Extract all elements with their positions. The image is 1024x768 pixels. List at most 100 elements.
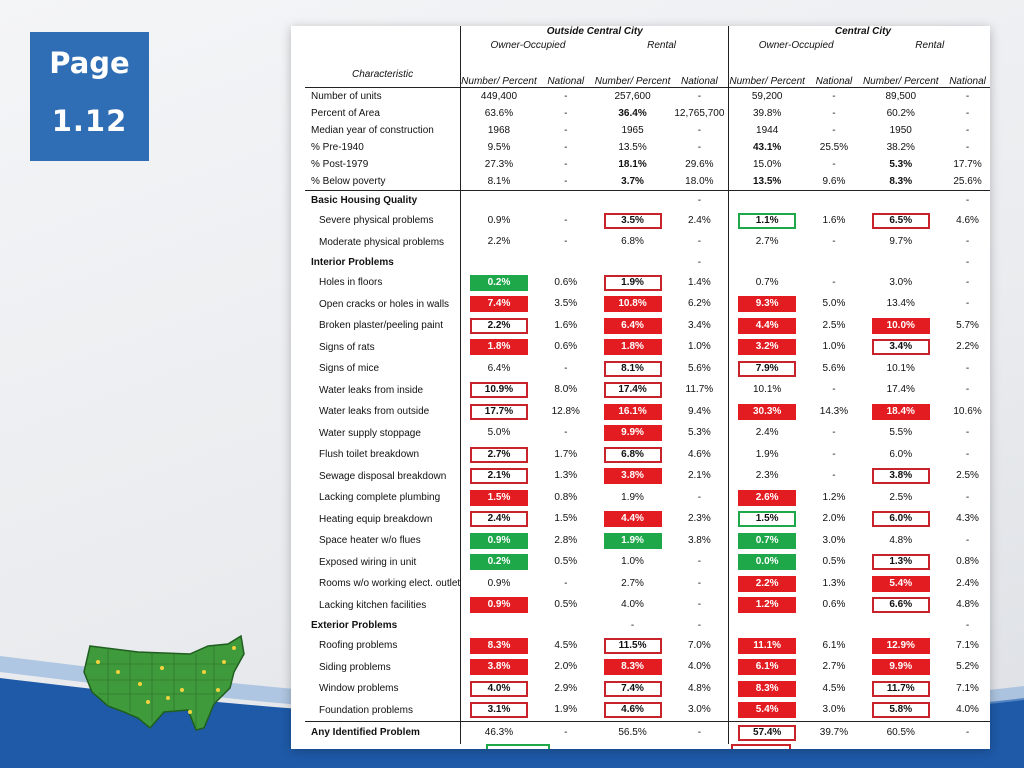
value-cell: 8.0% [537,380,595,402]
value-cell [863,191,939,211]
value-cell: 2.2% [729,573,805,595]
cell-value: 1.9% [621,491,644,503]
value-cell: 60.2% [863,105,939,122]
cell-value: - [965,298,970,310]
value-cell: - [939,191,990,211]
table-row: Sewage disposal breakdown 2.1% 1.3% 3.8% 2.1… [305,465,990,488]
cell-value: 39.8% [752,107,782,119]
cell-value: 10.9% [469,382,528,399]
cell-value: - [564,236,568,248]
cell-value: 4.6% [603,702,662,719]
cell-value [738,616,796,632]
cell-value: 3.0% [822,704,846,716]
cell-value: 13.4% [886,298,915,310]
value-cell: - [805,423,863,445]
cell-value: 7.9% [738,360,797,377]
value-cell: 89,500 [863,88,939,106]
cell-value: 1.4% [687,276,711,288]
cell-value: 1.3% [554,470,578,482]
cell-value: 9.4% [687,405,711,417]
row-label: Foundation problems [305,699,462,722]
cell-value: 6.8% [621,236,644,248]
cell-value: - [697,599,702,611]
value-cell: 2.8% [537,530,595,552]
value-cell: 10.1% [729,380,805,402]
table-row: Severe physical problems 0.9% - 3.5% 2.4% 1.1… [305,210,990,232]
value-cell: 4.4% [595,509,671,531]
cell-value: - [965,362,970,374]
cell-value: - [697,90,702,102]
cell-value: - [965,236,970,248]
value-cell: - [537,232,595,254]
cell-value: 4.8% [889,534,913,546]
cell-value: 1.3% [871,554,930,571]
value-cell: 4.3% [939,509,990,531]
cell-value: 3.2% [738,339,797,356]
cell-value: 56.5% [618,726,647,738]
value-cell: 12.9% [863,635,939,657]
value-cell: 257,600 [595,88,671,106]
value-cell: 9.7% [863,232,939,254]
cell-value: 9.3% [738,296,797,313]
cell-value: 3.8% [603,468,662,485]
cell-value: 5.8% [871,702,930,719]
row-label: Lacking complete plumbing [305,487,462,509]
value-cell: 3.8% [595,466,671,488]
table-row: Siding problems 3.8% 2.0% 8.3% 4.0% 6.1% 2.7% 9… [305,656,990,678]
cell-value: 0.6% [822,599,846,611]
value-cell: 2.3% [729,466,805,488]
value-cell: 0.9% [461,573,537,595]
value-cell: 4.6% [670,444,730,466]
number-percent-header: Number/ Percent [460,53,537,88]
cell-value: 6.0% [871,511,930,528]
value-cell: 4.4% [729,315,805,337]
value-cell: 6.8% [595,444,671,466]
sub-owner-occupied: Owner-Occupied [490,40,566,51]
value-cell: 6.6% [863,595,939,617]
cell-value [537,191,595,207]
value-cell: 4.0% [461,678,537,700]
cell-value: 2.7% [469,446,528,463]
value-cell: 17.4% [863,380,939,402]
value-cell: - [670,594,730,616]
cell-value: - [965,534,970,546]
value-cell: - [537,358,595,380]
value-cell: 14.3% [805,401,863,423]
cell-value: - [965,107,970,119]
value-cell: 4.0% [938,699,990,722]
cell-value: 0.9% [469,532,528,549]
value-cell: 6.0% [863,509,939,531]
value-cell: 43.1% [729,139,805,156]
cell-value: 2.3% [687,513,711,525]
value-cell: - [536,173,595,191]
value-cell: 3.8% [670,530,730,552]
value-cell: 11.1% [729,635,805,657]
cell-value: 10.6% [953,405,982,417]
cell-value: - [697,256,702,268]
cell-value: 57.4% [738,724,797,741]
cell-value [604,191,662,207]
cell-value: 1.2% [738,597,797,614]
cell-value: 9.6% [822,175,846,187]
value-cell: - [805,156,863,173]
cell-value: 1.9% [603,532,662,549]
value-cell: 12.8% [537,401,595,423]
cell-value: 11.7% [871,680,930,697]
cell-value: 1.3% [822,577,846,589]
value-cell: - [939,380,990,402]
value-cell: 1968 [461,122,537,139]
page-number: 1.12 [51,104,128,138]
cell-value: 11.7% [685,384,714,396]
cell-value: 8.3% [603,659,662,676]
cell-value: 1.0% [687,341,711,353]
value-cell: 1.6% [805,210,863,232]
value-cell: 1.6% [537,315,595,337]
cell-value: 17.7% [469,403,528,420]
value-cell: 59,200 [729,88,805,106]
cell-value: 59,200 [751,90,783,102]
cell-value: 5.6% [822,362,846,374]
value-cell: 11.7% [863,678,939,700]
cell-value: - [697,726,702,738]
table-row: % Pre-1940 9.5% - 13.5% - 43.1% 25.5% 38.2% - [305,139,990,156]
value-cell [537,191,595,211]
